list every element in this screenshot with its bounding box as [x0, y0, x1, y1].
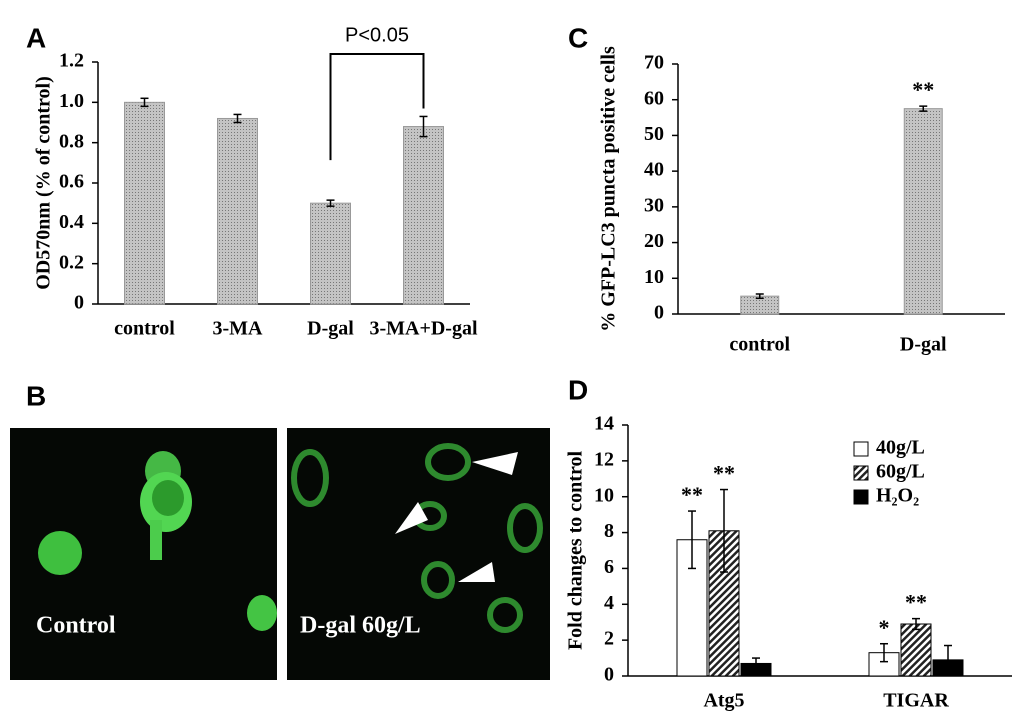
- legend-swatch: [853, 465, 869, 481]
- x-tick-label: 3-MA+D-gal: [369, 318, 477, 340]
- y-tick-label: 0.6: [59, 171, 84, 193]
- legend-swatch: [853, 441, 869, 457]
- significance-mark: **: [681, 482, 703, 507]
- y-tick-label: 20: [644, 230, 664, 252]
- y-tick-label: 0: [654, 302, 664, 324]
- bar: [403, 126, 444, 305]
- y-tick-label: 14: [594, 413, 614, 435]
- y-axis-label: OD570nm (% of control): [33, 76, 55, 290]
- x-tick-label: D-gal: [900, 334, 947, 356]
- x-tick-label: control: [114, 318, 175, 340]
- x-tick-label: 3-MA: [213, 318, 264, 340]
- x-tick-label: control: [729, 334, 790, 356]
- legend-swatch: [853, 489, 869, 505]
- y-tick-label: 70: [644, 52, 664, 74]
- arrowheads: [395, 452, 518, 582]
- y-tick-label: 30: [644, 194, 664, 216]
- panel-label: B: [26, 380, 46, 411]
- x-tick-label: TIGAR: [883, 690, 949, 712]
- image-panel: B Control D-gal 60g/L: [10, 380, 550, 680]
- y-axis-label: Fold changes to control: [565, 451, 587, 651]
- bar: [903, 108, 943, 315]
- y-tick-label: 0.4: [59, 211, 84, 233]
- panel-label: A: [26, 22, 46, 53]
- legend-label: 60g/L: [876, 461, 925, 483]
- y-tick-label: 0.8: [59, 130, 84, 152]
- y-tick-label: 1.0: [59, 90, 84, 112]
- panel-label: C: [568, 22, 588, 53]
- y-tick-label: 0: [74, 292, 84, 314]
- y-tick-label: 2: [604, 628, 614, 650]
- x-tick-label: D-gal: [307, 318, 354, 340]
- significance-bracket: [329, 53, 425, 161]
- cells: [291, 443, 543, 633]
- y-tick-label: 60: [644, 87, 664, 109]
- panel-label: D: [568, 374, 588, 405]
- legend-label: H₂O₂: [876, 485, 919, 507]
- bar: [217, 117, 258, 305]
- bar: [310, 202, 351, 305]
- bar: [900, 623, 932, 677]
- cells: [38, 451, 277, 631]
- bar: [124, 101, 165, 305]
- significance-mark: **: [713, 461, 735, 486]
- y-tick-label: 50: [644, 123, 664, 145]
- significance-mark: **: [912, 77, 934, 102]
- y-tick-label: 40: [644, 159, 664, 181]
- y-tick-label: 8: [604, 520, 614, 542]
- significance-mark: **: [905, 590, 927, 615]
- legend-label: 40g/L: [876, 437, 925, 459]
- image-caption: Control: [36, 613, 116, 639]
- y-tick-label: 10: [594, 484, 614, 506]
- x-tick-label: Atg5: [703, 690, 744, 712]
- significance-mark: *: [879, 615, 890, 640]
- image-caption: D-gal 60g/L: [300, 613, 421, 639]
- y-tick-label: 1.2: [59, 50, 84, 72]
- y-axis-label: % GFP-LC3 puncta positive cells: [598, 46, 620, 332]
- y-tick-label: 6: [604, 556, 614, 578]
- y-tick-label: 0: [604, 664, 614, 686]
- annotation: P<0.05: [345, 24, 409, 46]
- y-tick-label: 0.2: [59, 251, 84, 273]
- y-tick-label: 10: [644, 266, 664, 288]
- y-tick-label: 12: [594, 448, 614, 470]
- y-tick-label: 4: [604, 592, 614, 614]
